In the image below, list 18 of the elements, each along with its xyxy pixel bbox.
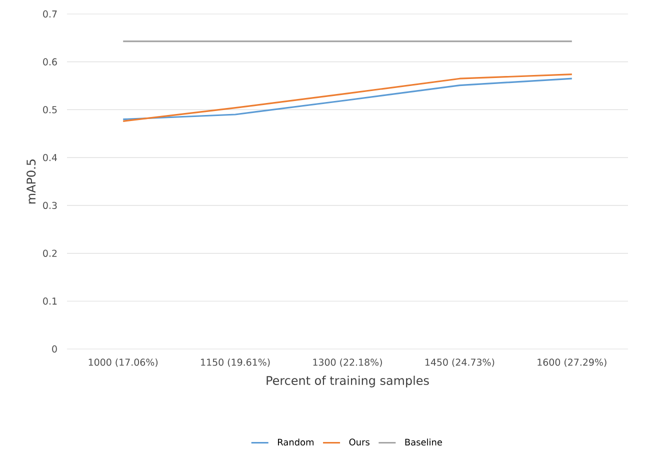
legend-label: Random xyxy=(278,438,314,446)
x-tick-label: 1600 (27.29%) xyxy=(538,358,606,367)
y-tick-label: 0.6 xyxy=(43,58,57,66)
x-tick-label: 1450 (24.73%) xyxy=(425,358,494,367)
x-axis-title: Percent of training samples xyxy=(266,376,429,388)
legend-label: Ours xyxy=(349,438,370,446)
y-tick-label: 0.7 xyxy=(43,10,57,18)
y-axis-title: mAP0.5 xyxy=(26,160,36,204)
x-tick-label: 1000 (17.06%) xyxy=(88,358,158,367)
y-tick-label: 0.1 xyxy=(43,298,57,305)
y-tick-label: 0.2 xyxy=(43,250,57,257)
x-tick-label: 1300 (22.18%) xyxy=(313,358,382,367)
x-tick-label: 1150 (19.61%) xyxy=(201,358,270,367)
y-tick-label: 0.3 xyxy=(43,202,57,210)
legend-label: Baseline xyxy=(405,438,442,446)
y-tick-label: 0.5 xyxy=(43,106,57,114)
y-tick-label: 0.4 xyxy=(43,154,57,162)
y-tick-label: 0 xyxy=(52,345,57,353)
